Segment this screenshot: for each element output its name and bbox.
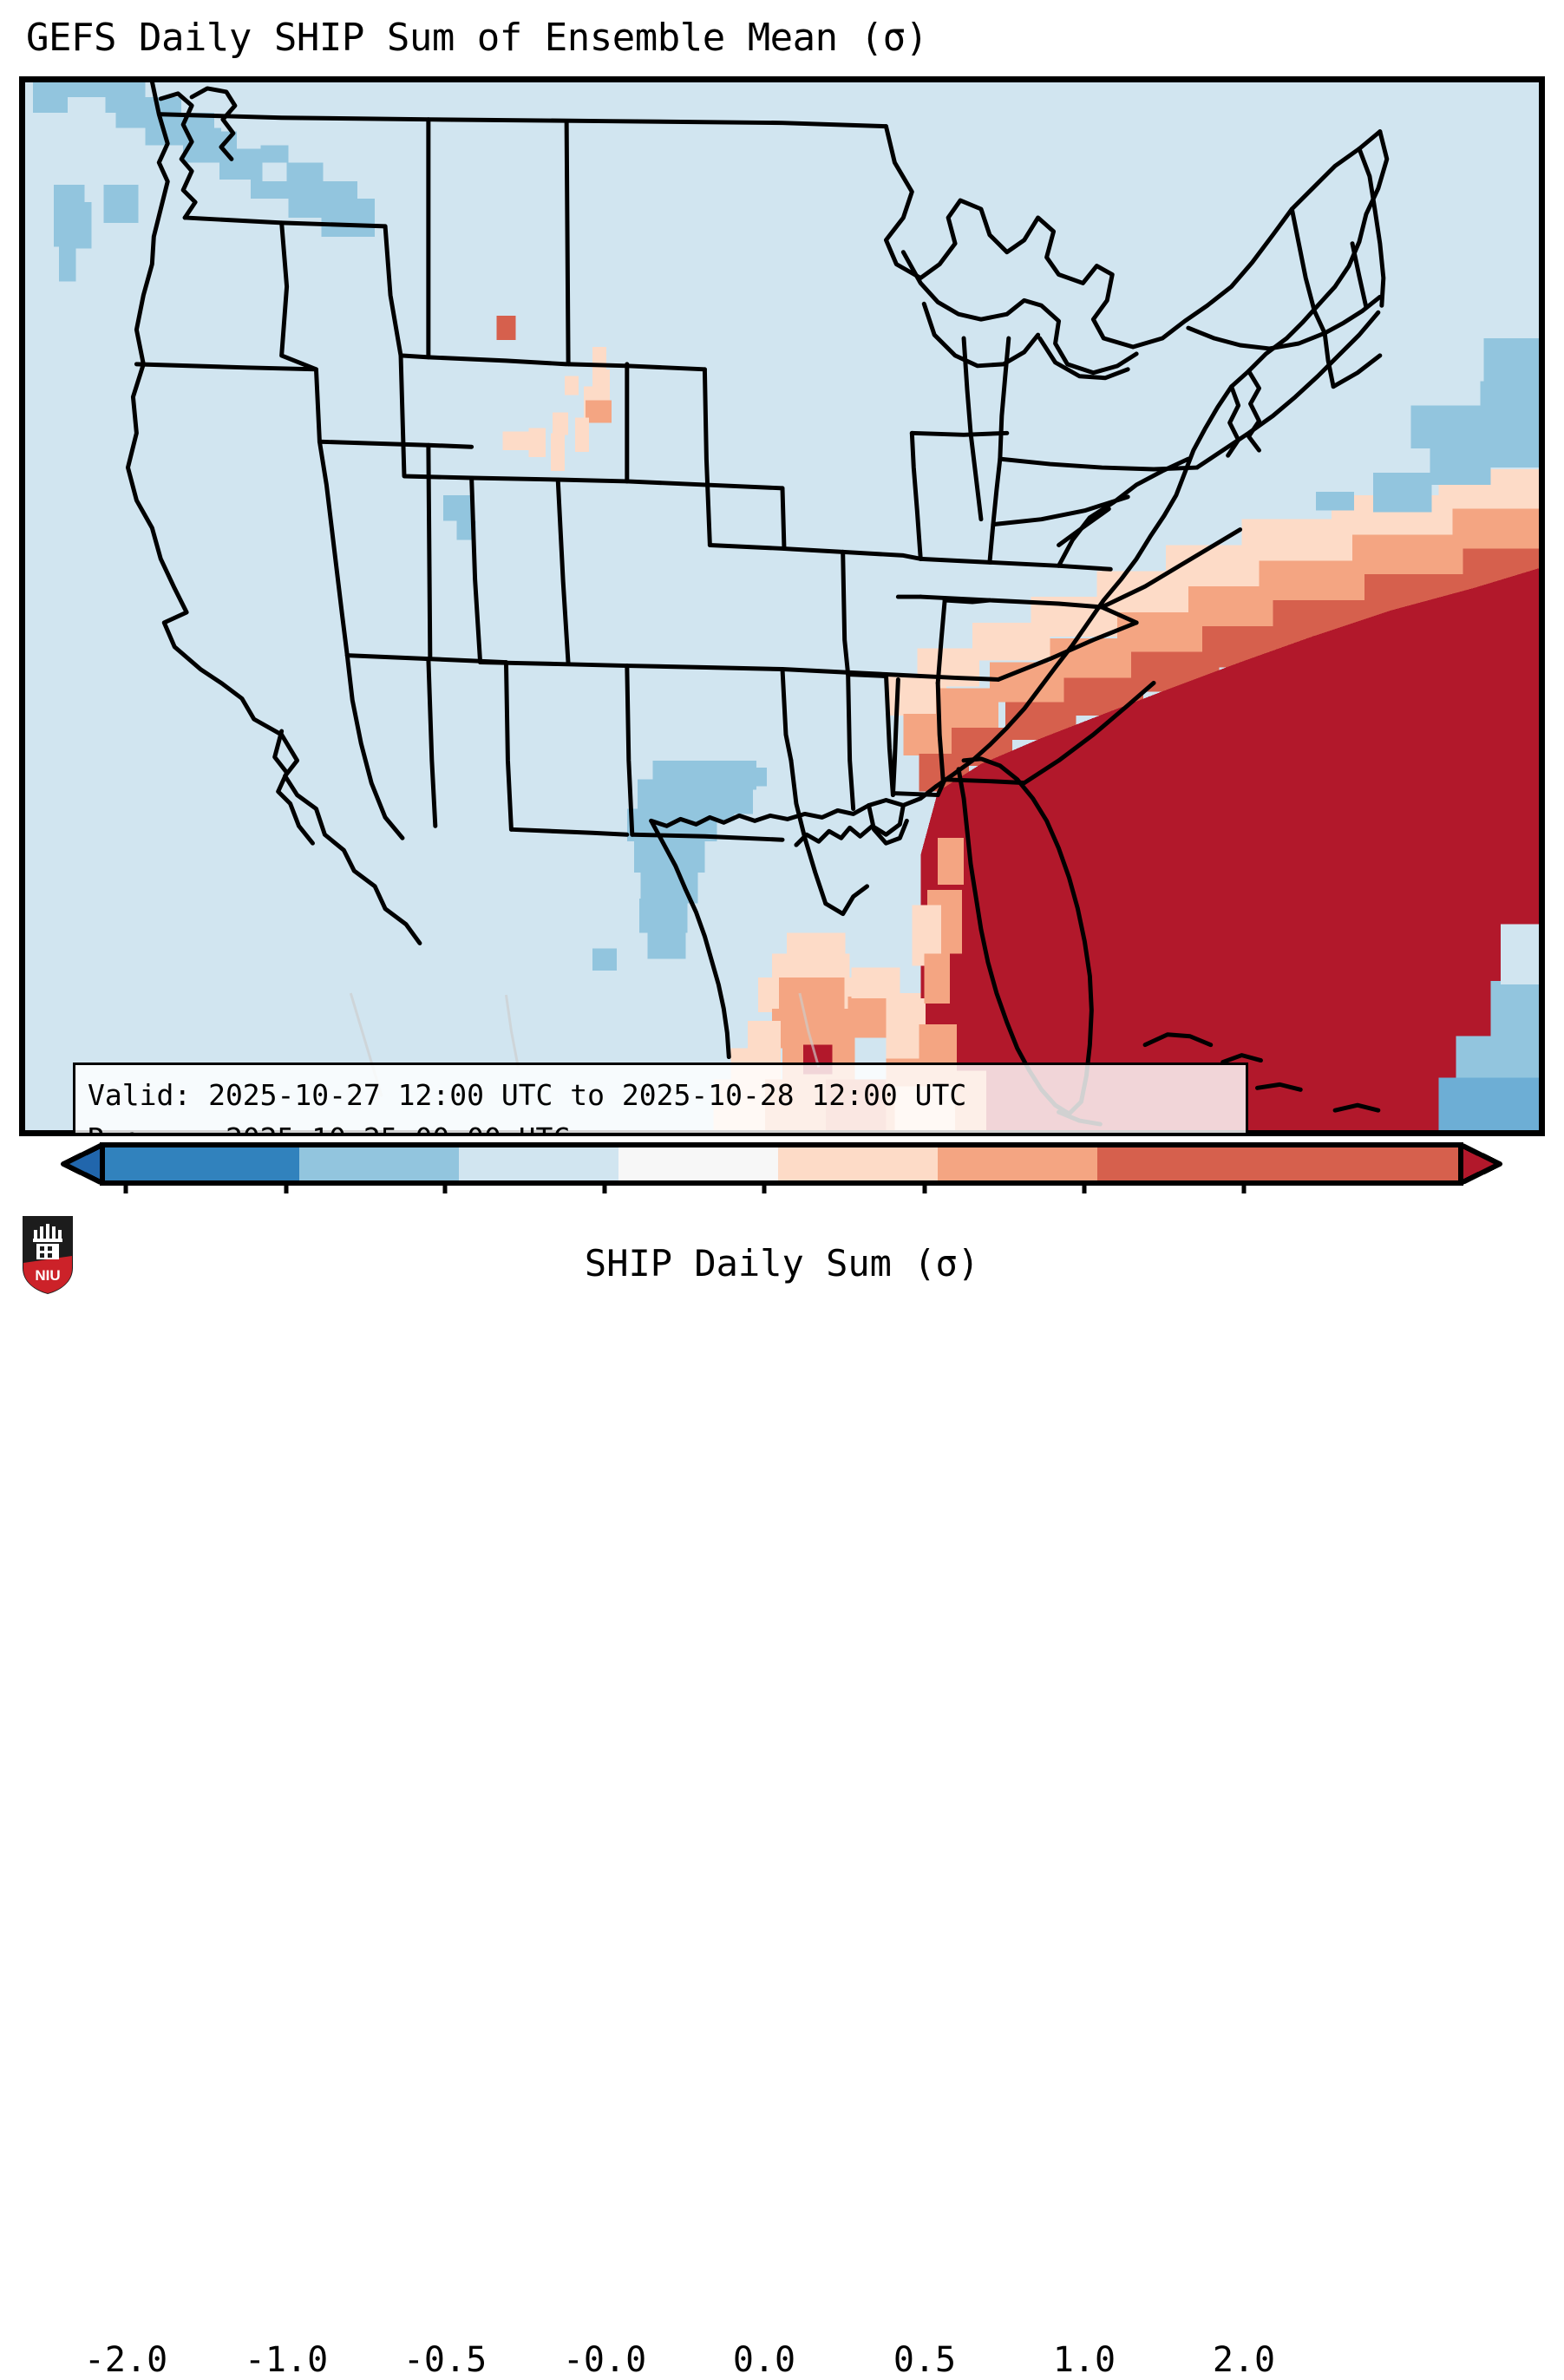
niu-logo-text: NIU (35, 1267, 60, 1284)
colorbar-ticks (123, 1185, 1247, 1193)
run-time-line: Run: 2025-10-25 00:00 UTC (88, 1117, 1234, 1133)
niu-logo: NIU (23, 1216, 73, 1294)
map-boundaries (125, 80, 1390, 1127)
map-heatmap (23, 80, 1541, 1133)
colorbar-outline (100, 1142, 1463, 1186)
colorbar-segments (102, 1145, 1461, 1183)
figure-root: GEFS Daily SHIP Sum of Ensemble Mean (σ) (0, 16, 1564, 2380)
colorbar-tick-label: 0.0 (732, 2340, 796, 2380)
colorbar-tick-label: -1.0 (244, 2340, 329, 2380)
colorbar-svg (61, 1142, 1502, 1193)
colorbar-tick-label: 2.0 (1212, 2340, 1276, 2380)
validity-infobox: Valid: 2025-10-27 12:00 UTC to 2025-10-2… (73, 1062, 1248, 1133)
colorbar-tick-label: -0.0 (562, 2340, 647, 2380)
valid-time-line: Valid: 2025-10-27 12:00 UTC to 2025-10-2… (88, 1078, 967, 1112)
colorbar-tick-label: -0.5 (402, 2340, 488, 2380)
figure-title: GEFS Daily SHIP Sum of Ensemble Mean (σ) (26, 16, 928, 60)
colorbar-under-arrow (61, 1142, 105, 1186)
colorbar-over-arrow (1458, 1142, 1502, 1186)
colorbar[interactable]: -2.0 -1.0 -0.5 -0.0 0.0 0.5 1.0 2.0 (0, 1141, 1564, 2380)
colorbar-tick-label: 0.5 (893, 2340, 957, 2380)
colorbar-tick-label: 1.0 (1052, 2340, 1116, 2380)
map-panel: Valid: 2025-10-27 12:00 UTC to 2025-10-2… (19, 76, 1545, 1136)
colorbar-tick-label: -2.0 (83, 2340, 168, 2380)
colorbar-axis-label: SHIP Daily Sum (σ) (584, 1242, 980, 1285)
